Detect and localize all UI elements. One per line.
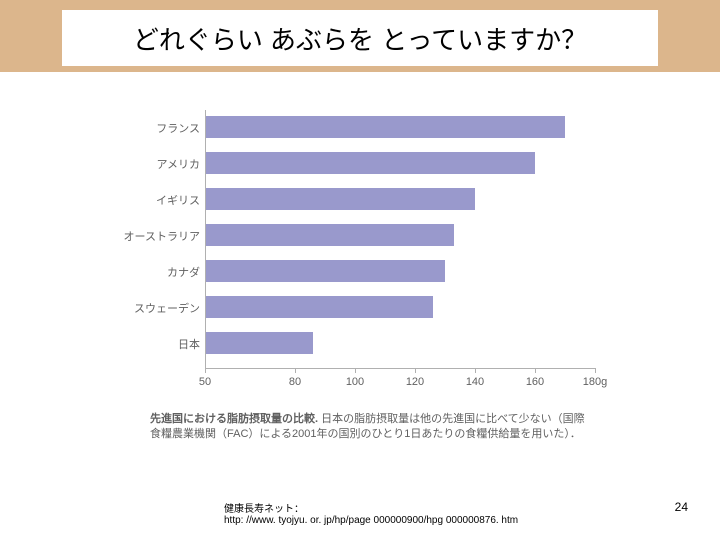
bar (205, 152, 535, 174)
x-tick-label: 80 (275, 376, 315, 388)
bar (205, 332, 313, 354)
x-tick (475, 368, 476, 373)
x-tick (535, 368, 536, 373)
x-axis-line (205, 368, 595, 369)
bar-label: 日本 (118, 336, 200, 352)
y-axis-line (205, 110, 206, 368)
bar-label: アメリカ (118, 156, 200, 172)
bar (205, 296, 433, 318)
bar (205, 224, 454, 246)
page-number: 24 (675, 500, 688, 514)
x-tick-label: 50 (185, 376, 225, 388)
x-tick (415, 368, 416, 373)
bar-label: カナダ (118, 264, 200, 280)
bar-label: スウェーデン (118, 300, 200, 316)
bar (205, 188, 475, 210)
slide: どれぐらい あぶらを とっていますか？ フランスアメリカイギリスオーストラリアカ… (0, 0, 720, 540)
bar-label: オーストラリア (118, 228, 200, 244)
footer-source-url: http: //www. tyojyu. or. jp/hp/page 0000… (224, 515, 518, 526)
caption-bold: 先進国における脂肪摂取量の比較. (150, 413, 318, 425)
footer-source: 健康長寿ネット： http: //www. tyojyu. or. jp/hp/… (224, 500, 518, 526)
bar-label: フランス (118, 120, 200, 136)
x-tick-label: 140 (455, 376, 495, 388)
x-tick-label: 160 (515, 376, 555, 388)
x-tick (595, 368, 596, 373)
bar-chart: フランスアメリカイギリスオーストラリアカナダスウェーデン日本 50 80 100 12… (0, 0, 720, 540)
bar (205, 116, 565, 138)
x-tick (205, 368, 206, 373)
x-tick-label: 100 (335, 376, 375, 388)
chart-caption: 先進国における脂肪摂取量の比較. 日本の脂肪摂取量は他の先進国に比べて少ない（国… (150, 412, 590, 443)
x-tick (355, 368, 356, 373)
x-tick-label: 120 (395, 376, 435, 388)
bar-label: イギリス (118, 192, 200, 208)
x-tick (295, 368, 296, 373)
footer-source-label: 健康長寿ネット： (224, 500, 518, 515)
x-tick-label: 180g (575, 376, 615, 388)
bar (205, 260, 445, 282)
